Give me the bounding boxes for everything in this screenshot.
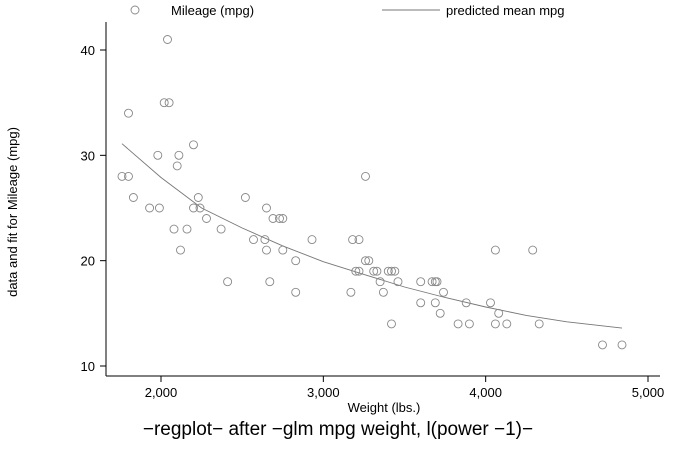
y-tick-label: 30 (81, 148, 95, 163)
x-tick-label: 3,000 (307, 385, 340, 400)
scatter-point (189, 203, 198, 213)
scatter-points-layer (117, 35, 627, 350)
scatter-point (453, 319, 463, 329)
scatter-point (268, 214, 278, 223)
scatter-point (189, 140, 198, 150)
scatter-point (202, 214, 211, 223)
y-axis-label: data and fit for Mileage (mpg) (5, 127, 20, 297)
scatter-point (494, 308, 504, 318)
y-tick-label: 20 (81, 254, 95, 269)
scatter-point (351, 266, 361, 276)
y-tick-label: 40 (81, 43, 95, 58)
scatter-point (361, 256, 370, 266)
legend: Mileage (mpg) predicted mean mpg (130, 3, 565, 18)
legend-marker-mileage (130, 5, 140, 15)
scatter-point (534, 319, 544, 329)
scatter-point (145, 203, 155, 213)
fit-line (121, 143, 623, 329)
scatter-point (528, 245, 538, 255)
legend-label-mileage: Mileage (mpg) (171, 3, 254, 18)
scatter-point (216, 224, 226, 234)
scatter-point (164, 98, 174, 108)
scatter-point (617, 340, 627, 350)
scatter-point (348, 235, 358, 245)
x-axis-label: Weight (lbs.) (348, 400, 421, 415)
scatter-point (393, 277, 403, 287)
scatter-point (278, 245, 288, 255)
scatter-point (372, 266, 382, 276)
scatter-point (159, 98, 169, 108)
scatter-point (172, 161, 182, 171)
scatter-point (375, 277, 385, 287)
scatter-point (169, 224, 179, 234)
scatter-point (416, 277, 426, 287)
chart-title: −regplot− after −glm mpg weight, l(power… (143, 419, 533, 440)
scatter-point (262, 203, 271, 213)
scatter-point (354, 235, 364, 245)
scatter-point (278, 214, 288, 223)
scatter-point (490, 245, 500, 255)
scatter-point (387, 319, 396, 329)
scatter-point (346, 287, 356, 297)
x-tick-label: 2,000 (145, 385, 178, 400)
scatter-point (364, 256, 374, 266)
scatter-point (378, 287, 388, 297)
scatter-point (124, 108, 133, 118)
fit-line-layer (121, 143, 623, 329)
scatter-point (307, 235, 317, 245)
scatter-point (176, 245, 185, 255)
y-ticks: 10 20 30 40 (81, 43, 106, 374)
scatter-point (464, 319, 474, 329)
scatter-point (383, 266, 393, 276)
scatter-point (163, 35, 172, 44)
scatter-point (124, 171, 133, 181)
scatter-point (461, 298, 471, 308)
scatter-point (502, 319, 512, 329)
scatter-point (275, 214, 284, 223)
scatter-point (262, 245, 271, 255)
scatter-point (486, 298, 495, 308)
scatter-point (361, 171, 370, 181)
scatter-point (193, 193, 203, 202)
scatter-point (260, 235, 270, 245)
scatter-point (427, 277, 437, 287)
scatter-point (490, 319, 500, 329)
scatter-point (249, 235, 258, 245)
legend-label-predicted: predicted mean mpg (446, 3, 565, 18)
scatter-point (369, 266, 379, 276)
scatter-point (598, 340, 607, 350)
y-tick-label: 10 (81, 359, 95, 374)
scatter-point (174, 150, 184, 160)
scatter-point (435, 308, 445, 318)
scatter-point (240, 193, 250, 202)
scatter-point (291, 287, 301, 297)
scatter-point (387, 266, 396, 276)
scatter-point (153, 150, 163, 160)
x-tick-label: 4,000 (469, 385, 502, 400)
scatter-point (128, 193, 138, 202)
scatter-point (154, 203, 164, 213)
x-ticks: 2,000 3,000 4,000 5,000 (145, 376, 665, 400)
x-tick-label: 5,000 (632, 385, 665, 400)
scatter-point (439, 287, 448, 297)
scatter-point (195, 203, 205, 213)
axes (105, 22, 660, 377)
scatter-point (416, 298, 426, 308)
scatter-point (430, 298, 440, 308)
scatter-point (354, 266, 364, 276)
scatter-point (182, 224, 192, 234)
scatter-point (291, 256, 301, 266)
scatter-point (390, 266, 400, 276)
scatter-point (223, 277, 233, 287)
scatter-point (432, 277, 442, 287)
scatter-point (117, 171, 127, 181)
scatter-point (265, 277, 275, 287)
